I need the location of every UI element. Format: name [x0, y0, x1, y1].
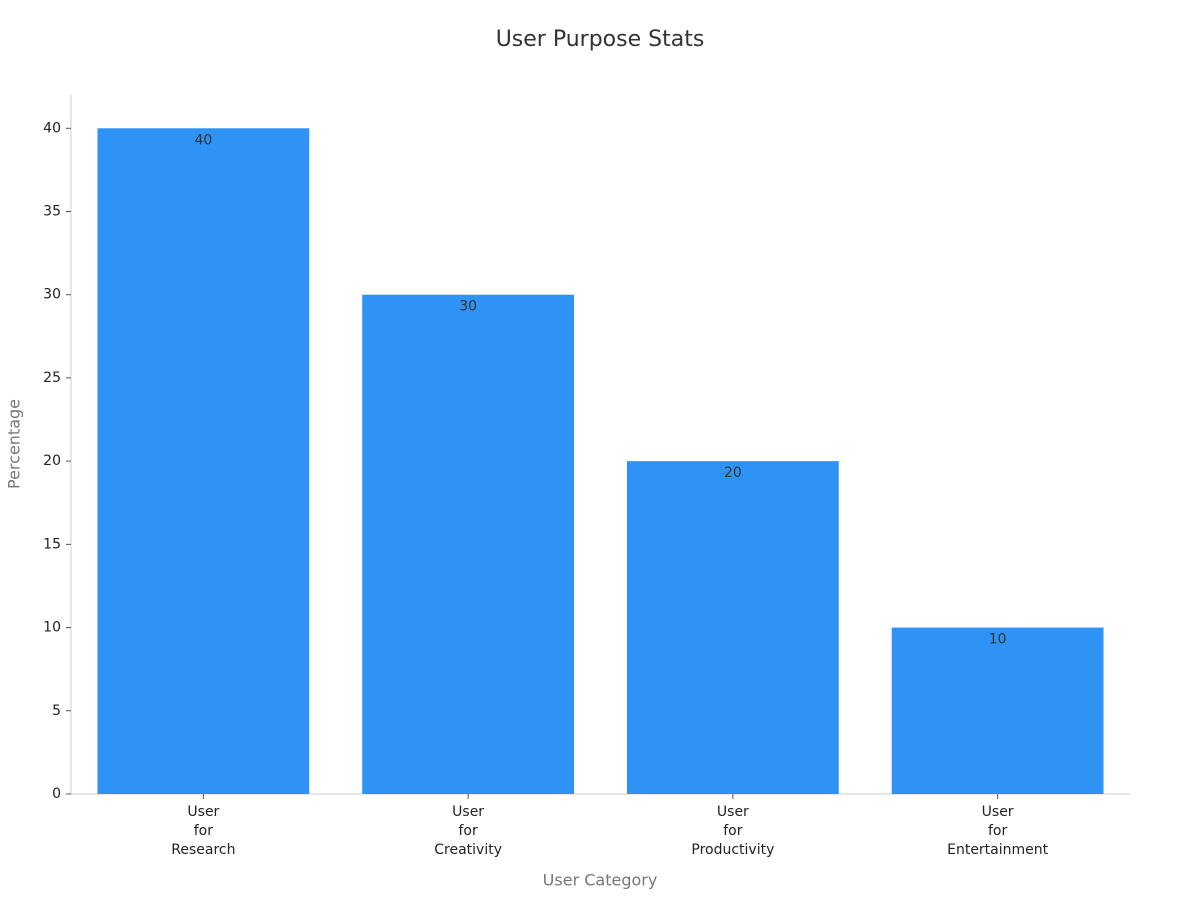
bar — [626, 461, 839, 794]
chart-title: User Purpose Stats — [496, 27, 705, 52]
value-label: 30 — [459, 299, 477, 315]
value-label: 20 — [724, 465, 742, 481]
y-tick-label: 20 — [43, 453, 61, 469]
x-tick-label: User for Productivity — [691, 804, 775, 858]
y-tick-label: 0 — [52, 786, 61, 802]
x-tick-label: User for Entertainment — [947, 804, 1049, 858]
bar — [891, 627, 1104, 794]
y-tick-label: 5 — [52, 703, 61, 719]
y-tick-label: 15 — [43, 536, 61, 552]
x-tick-label: User for Creativity — [434, 804, 502, 858]
value-label: 40 — [194, 132, 212, 148]
y-tick-label: 35 — [43, 204, 61, 220]
y-tick-label: 30 — [43, 287, 61, 303]
bar — [362, 294, 575, 794]
value-label: 10 — [989, 632, 1007, 648]
y-axis-label: Percentage — [5, 399, 24, 489]
x-tick-label: User for Research — [171, 804, 236, 858]
x-axis-label: User Category — [543, 871, 658, 890]
bar — [97, 128, 310, 795]
y-tick-label: 10 — [43, 620, 61, 636]
y-tick-label: 40 — [43, 120, 61, 136]
y-tick-label: 25 — [43, 370, 61, 386]
